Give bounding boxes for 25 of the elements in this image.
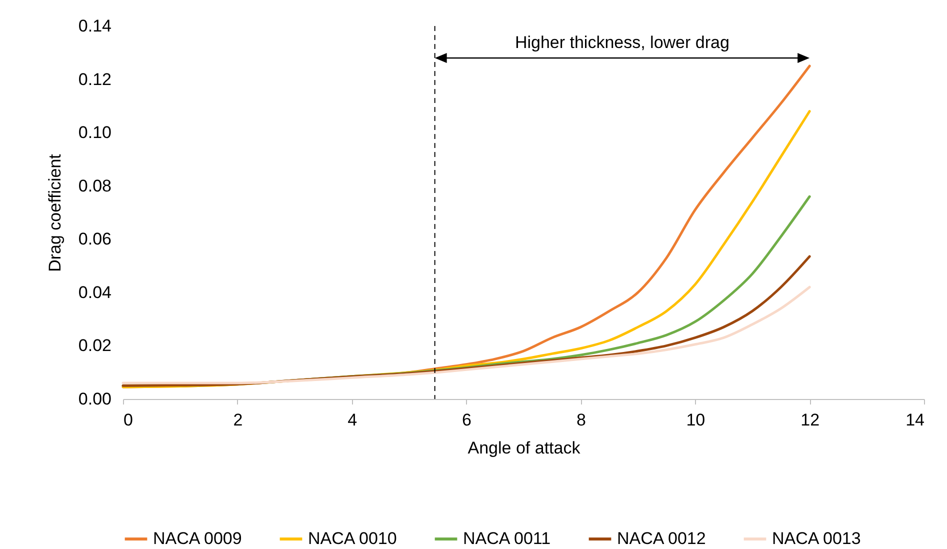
x-axis-title: Angle of attack — [468, 438, 581, 458]
legend-label: NACA 0011 — [463, 529, 551, 548]
line-series — [122, 286, 811, 384]
y-tick-label: 0.14 — [78, 16, 112, 36]
legend-label: NACA 0010 — [308, 529, 397, 548]
x-tick-label: 6 — [462, 410, 472, 430]
x-tick-label: 4 — [348, 410, 358, 430]
x-tick-label: 14 — [906, 410, 924, 430]
y-tick-label: 0.02 — [78, 336, 112, 356]
y-tick-label: 0.00 — [78, 390, 112, 408]
annotation: Higher thickness, lower drag — [514, 33, 730, 52]
x-tick-label: 12 — [800, 410, 820, 430]
x-tick-label: 2 — [233, 410, 243, 430]
y-tick-label: 0.12 — [78, 70, 112, 89]
x-tick-label: 10 — [686, 410, 706, 430]
y-tick-label: 0.10 — [78, 123, 112, 142]
y-tick-label: 0.04 — [78, 282, 112, 302]
x-tick-label: 8 — [576, 410, 586, 430]
legend-label: NACA 0013 — [772, 529, 861, 548]
legend-label: NACA 0012 — [617, 529, 706, 548]
legend-label: NACA 0009 — [153, 529, 242, 548]
y-axis-title: Drag coefficient — [45, 154, 64, 272]
x-tick-label: 0 — [124, 410, 133, 430]
y-tick-label: 0.08 — [78, 176, 112, 196]
y-tick-label: 0.06 — [78, 230, 112, 249]
